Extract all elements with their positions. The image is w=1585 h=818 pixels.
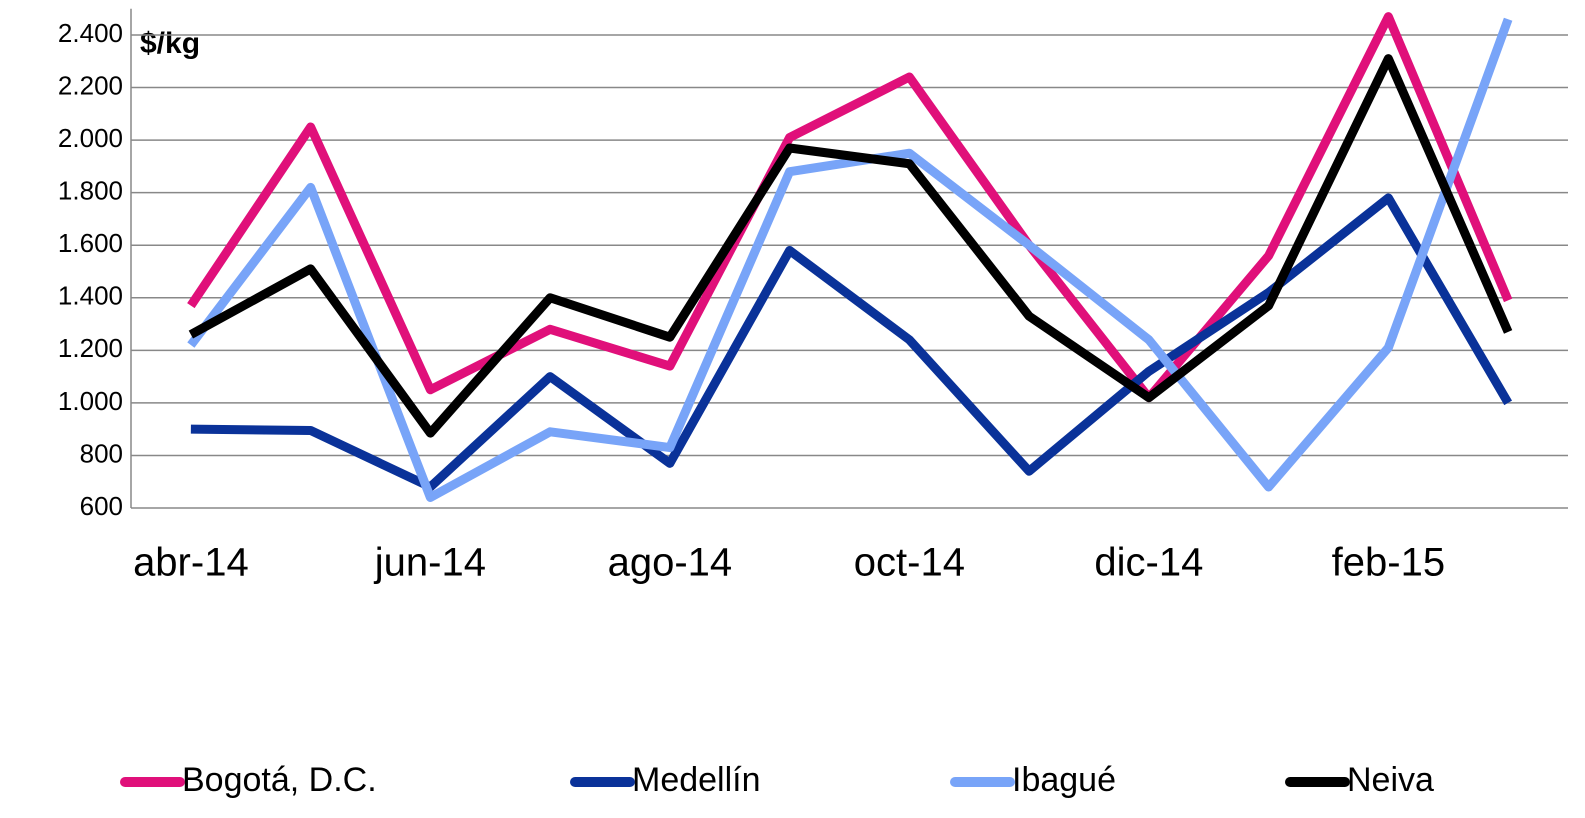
- series-line: [188, 54, 1513, 438]
- y-tick-label: 2.000: [58, 123, 123, 153]
- y-tick-label: 2.200: [58, 70, 123, 100]
- series-line: [187, 12, 1513, 403]
- legend-label: Medellín: [632, 761, 761, 799]
- y-tick-label: 1.600: [58, 228, 123, 258]
- y-tick-label: 2.400: [58, 18, 123, 48]
- y-tick-label: 1.800: [58, 176, 123, 206]
- x-tick-label: abr-14: [133, 541, 249, 585]
- series-line: [190, 193, 1513, 492]
- y-tick-label: 1.200: [58, 333, 123, 363]
- legend-label: Neiva: [1347, 761, 1434, 799]
- x-tick-label: feb-15: [1332, 541, 1445, 585]
- legend-label: Bogotá, D.C.: [182, 761, 377, 799]
- x-tick-label: dic-14: [1094, 541, 1203, 585]
- y-tick-label: 1.400: [58, 281, 123, 311]
- series-line: [187, 17, 1513, 502]
- x-tick-label: oct-14: [854, 541, 965, 585]
- y-tick-label: 1.000: [58, 386, 123, 416]
- x-tick-label: ago-14: [608, 541, 733, 585]
- unit-annotation: $/kg: [140, 27, 200, 60]
- y-tick-label: 800: [80, 438, 123, 468]
- legend-label: Ibagué: [1012, 761, 1116, 799]
- y-tick-label: 600: [80, 491, 123, 521]
- x-tick-label: jun-14: [374, 541, 486, 585]
